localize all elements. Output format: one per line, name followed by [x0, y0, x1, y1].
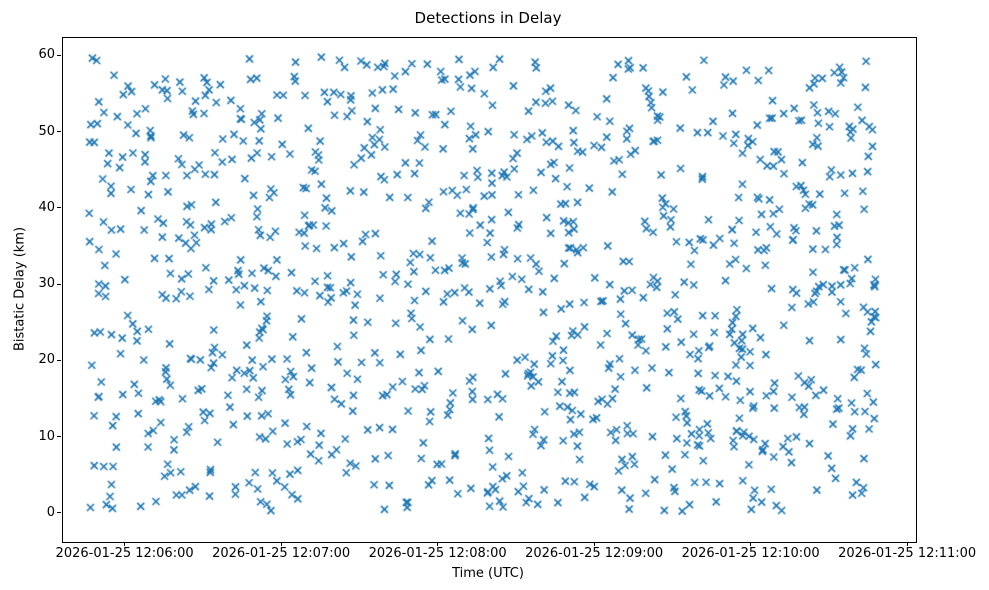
x-tick-mark	[124, 542, 126, 546]
x-tick-label: 2026-01-25 12:10:00	[681, 546, 820, 561]
x-tick-mark	[906, 542, 908, 546]
chart-title: Detections in Delay	[414, 9, 562, 27]
x-tick-label: 2026-01-25 12:07:00	[212, 546, 351, 561]
x-tick-label: 2026-01-25 12:06:00	[55, 546, 194, 561]
x-tick-mark	[750, 542, 752, 546]
scatter-points-canvas	[63, 38, 916, 542]
y-tick-mark	[57, 436, 61, 438]
x-axis-label: Time (UTC)	[452, 566, 524, 581]
x-tick-label: 2026-01-25 12:08:00	[368, 546, 507, 561]
y-tick-label: 0	[46, 504, 55, 520]
y-tick-label: 50	[38, 123, 55, 139]
y-tick-label: 10	[38, 428, 55, 444]
x-tick-label: 2026-01-25 12:09:00	[525, 546, 664, 561]
x-tick-label: 2026-01-25 12:11:00	[838, 546, 977, 561]
x-tick-mark	[437, 542, 439, 546]
y-tick-mark	[57, 54, 61, 56]
y-tick-label: 30	[38, 276, 55, 292]
x-tick-mark	[593, 542, 595, 546]
y-tick-label: 40	[38, 199, 55, 215]
y-tick-mark	[57, 359, 61, 361]
y-tick-mark	[57, 207, 61, 209]
x-tick-mark	[280, 542, 282, 546]
y-tick-mark	[57, 512, 61, 514]
y-tick-label: 60	[38, 47, 55, 63]
y-tick-mark	[57, 131, 61, 133]
y-tick-label: 20	[38, 352, 55, 368]
plot-area	[62, 37, 917, 543]
y-tick-mark	[57, 283, 61, 285]
